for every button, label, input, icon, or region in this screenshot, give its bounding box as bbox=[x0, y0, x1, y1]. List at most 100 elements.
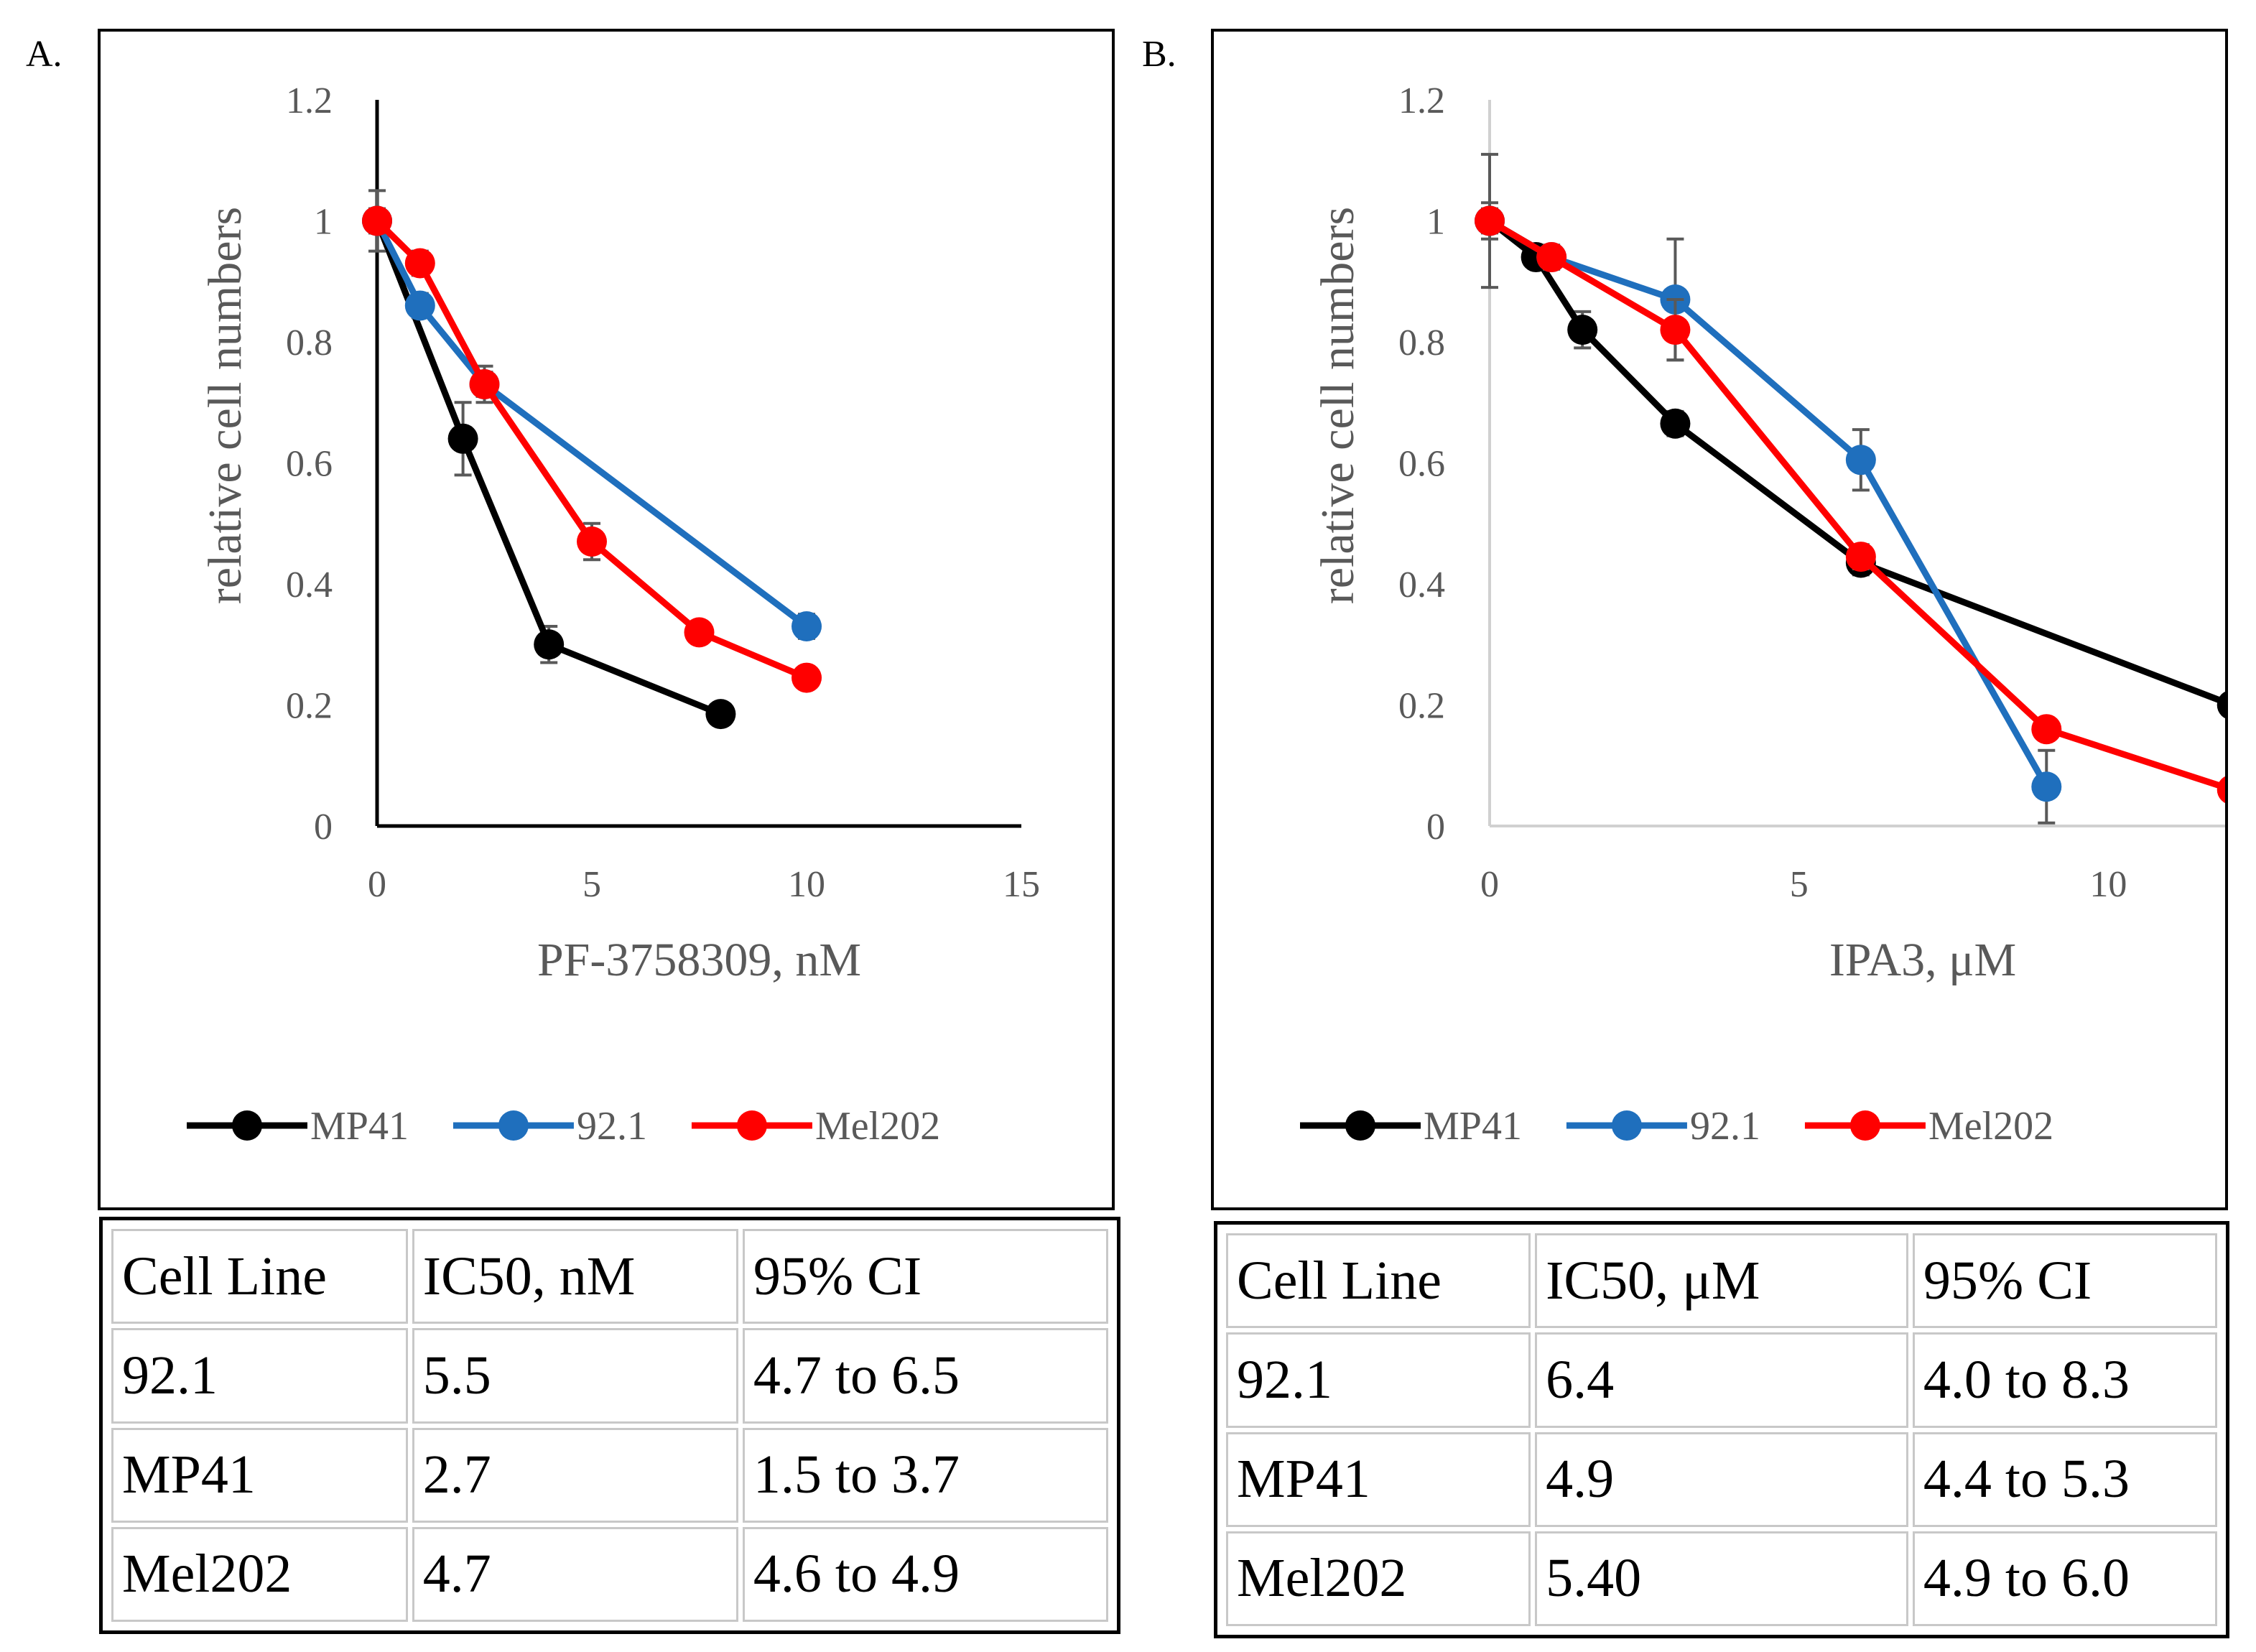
series-line-92-1 bbox=[1487, 218, 2050, 789]
table-cell: 92.1 bbox=[1226, 1332, 1531, 1428]
x-tick-label: 0 bbox=[1480, 864, 1499, 905]
data-point-92-1 bbox=[404, 290, 435, 321]
data-point-mel202 bbox=[1536, 242, 1567, 273]
x-tick-label: 15 bbox=[1003, 864, 1040, 905]
table-cell: 4.9 bbox=[1535, 1431, 1908, 1527]
data-point-mel202 bbox=[404, 248, 435, 279]
data-point-mp41 bbox=[2216, 691, 2225, 719]
legend-marker-mp41 bbox=[1345, 1110, 1375, 1141]
y-tick-label: 0.8 bbox=[286, 322, 333, 363]
table-cell: 6.4 bbox=[1535, 1332, 1908, 1428]
y-tick-label: 0.4 bbox=[1398, 565, 1445, 605]
series-line-92-1 bbox=[373, 219, 809, 629]
panel-b-letter: B. bbox=[1142, 34, 1176, 75]
chart-b: 0 0.2 0.4 0.6 0.8 1 1.2 0 5 10 IPA3, μM relative ce… bbox=[1211, 29, 2228, 1210]
x-tick-label: 10 bbox=[788, 864, 825, 905]
table-header-cell: Cell Line bbox=[111, 1229, 408, 1324]
table-row: Mel202 5.40 4.9 to 6.0 bbox=[1226, 1531, 2217, 1626]
table-b: Cell Line IC50, μM 95% CI 92.1 6.4 4.0 t… bbox=[1214, 1221, 2229, 1638]
series-line-mel202 bbox=[374, 218, 808, 681]
table-cell: 4.4 to 5.3 bbox=[1912, 1431, 2217, 1527]
y-tick-label: 0.4 bbox=[286, 565, 333, 605]
data-point-mp41 bbox=[447, 423, 478, 454]
data-point-mel202 bbox=[469, 368, 500, 399]
data-point-mel202 bbox=[792, 662, 822, 693]
y-axis-title: relative cell numbers bbox=[199, 207, 251, 604]
legend-label-mel202: Mel202 bbox=[1928, 1104, 2053, 1148]
series-line-mel202 bbox=[1487, 218, 2225, 792]
table-header-cell: 95% CI bbox=[1912, 1233, 2217, 1329]
legend-marker-mel202 bbox=[736, 1110, 767, 1141]
legend-label-mel202: Mel202 bbox=[815, 1104, 940, 1148]
y-tick-label: 0.6 bbox=[1398, 444, 1445, 485]
table-cell: MP41 bbox=[1226, 1431, 1531, 1527]
y-tick-label: 1 bbox=[314, 202, 333, 243]
table-row: Mel202 4.7 4.6 to 4.9 bbox=[111, 1526, 1108, 1622]
chart-a-svg: 0 0.2 0.4 0.6 0.8 1 1.2 0 5 10 15 PF-3758309, nM rel… bbox=[187, 80, 1040, 1148]
x-axis-title: IPA3, μM bbox=[1829, 934, 2016, 986]
x-tick-label: 5 bbox=[1790, 864, 1809, 905]
data-point-mel202 bbox=[684, 617, 715, 648]
panel-a-letter: A. bbox=[26, 34, 62, 75]
data-point-92-1 bbox=[792, 611, 822, 641]
table-cell: 5.40 bbox=[1535, 1531, 1908, 1626]
table-row: 92.1 6.4 4.0 to 8.3 bbox=[1226, 1332, 2217, 1428]
legend-label-mp41: MP41 bbox=[310, 1104, 409, 1148]
data-point-mel202 bbox=[1845, 542, 1876, 572]
table-header-row: Cell Line IC50, nM 95% CI bbox=[111, 1229, 1108, 1324]
y-tick-label: 0 bbox=[1426, 807, 1445, 848]
table-cell: Mel202 bbox=[111, 1526, 408, 1622]
x-tick-label: 10 bbox=[2089, 864, 2127, 905]
table-a: Cell Line IC50, nM 95% CI 92.1 5.5 4.7 t… bbox=[99, 1217, 1120, 1634]
y-tick-label: 0.6 bbox=[286, 444, 333, 485]
y-tick-label: 1.2 bbox=[286, 80, 333, 121]
table-cell: Mel202 bbox=[1226, 1531, 1531, 1626]
data-point-92-1 bbox=[1845, 445, 1876, 475]
table-a-grid: Cell Line IC50, nM 95% CI 92.1 5.5 4.7 t… bbox=[107, 1225, 1113, 1626]
legend-label-92-1: 92.1 bbox=[1690, 1104, 1760, 1148]
data-point-mp41 bbox=[534, 629, 565, 660]
data-point-mp41 bbox=[1567, 315, 1598, 345]
table-header-cell: 95% CI bbox=[742, 1229, 1108, 1324]
y-axis-title: relative cell numbers bbox=[1312, 207, 1364, 604]
table-cell: 5.5 bbox=[412, 1328, 738, 1424]
chart-a: 0 0.2 0.4 0.6 0.8 1 1.2 0 5 10 15 PF-3758309, nM rel… bbox=[98, 29, 1115, 1210]
table-cell: 4.9 to 6.0 bbox=[1912, 1531, 2217, 1626]
y-tick-label: 0.2 bbox=[1398, 686, 1445, 727]
data-point-mp41 bbox=[705, 699, 736, 730]
series-line-mp41 bbox=[373, 219, 723, 718]
data-point-mel202 bbox=[2216, 776, 2225, 804]
table-row: 92.1 5.5 4.7 to 6.5 bbox=[111, 1328, 1108, 1424]
table-row: MP41 4.9 4.4 to 5.3 bbox=[1226, 1431, 2217, 1527]
data-point-mp41 bbox=[1660, 408, 1691, 439]
data-point-mel202 bbox=[2031, 714, 2062, 745]
table-cell: 4.7 to 6.5 bbox=[742, 1328, 1108, 1424]
data-point-mel202 bbox=[1475, 205, 1505, 236]
data-point-mel202 bbox=[577, 526, 607, 557]
table-cell: 92.1 bbox=[111, 1328, 408, 1424]
data-point-mel202 bbox=[1660, 315, 1691, 345]
y-tick-label: 1.2 bbox=[1398, 80, 1445, 121]
table-cell: 4.6 to 4.9 bbox=[742, 1526, 1108, 1622]
table-cell: 4.7 bbox=[412, 1526, 738, 1622]
y-tick-label: 0.2 bbox=[286, 686, 333, 727]
legend-marker-mp41 bbox=[232, 1110, 262, 1141]
data-point-mel202 bbox=[362, 205, 392, 236]
table-header-cell: IC50, nM bbox=[412, 1229, 738, 1324]
x-tick-label: 5 bbox=[582, 864, 601, 905]
table-header-row: Cell Line IC50, μM 95% CI bbox=[1226, 1233, 2217, 1329]
legend-marker-92-1 bbox=[1611, 1110, 1642, 1141]
x-tick-label: 0 bbox=[368, 864, 386, 905]
legend-marker-92-1 bbox=[498, 1110, 529, 1141]
table-row: MP41 2.7 1.5 to 3.7 bbox=[111, 1427, 1108, 1523]
y-tick-label: 0 bbox=[314, 807, 333, 848]
data-point-92-1 bbox=[2031, 771, 2062, 802]
y-tick-label: 0.8 bbox=[1398, 322, 1445, 363]
y-tick-label: 1 bbox=[1426, 202, 1445, 243]
table-b-grid: Cell Line IC50, μM 95% CI 92.1 6.4 4.0 t… bbox=[1222, 1229, 2222, 1630]
legend-label-92-1: 92.1 bbox=[577, 1104, 647, 1148]
legend-marker-mel202 bbox=[1849, 1110, 1880, 1141]
table-cell: MP41 bbox=[111, 1427, 408, 1523]
x-axis-title: PF-3758309, nM bbox=[537, 934, 861, 986]
chart-b-svg: 0 0.2 0.4 0.6 0.8 1 1.2 0 5 10 IPA3, μM relative ce… bbox=[1300, 80, 2225, 1148]
